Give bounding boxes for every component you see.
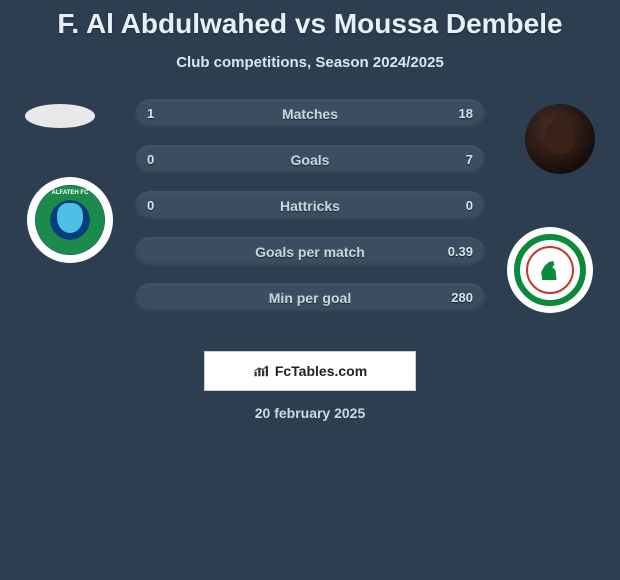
stat-label: Matches — [282, 106, 338, 122]
stat-label: Hattricks — [280, 198, 340, 214]
stat-row: Goals per match 0.39 — [135, 237, 485, 267]
club-left-label: ALFATEH FC — [52, 190, 89, 196]
stat-right-value: 18 — [459, 99, 473, 129]
stat-label: Min per goal — [269, 290, 351, 306]
stat-left-value: 0 — [147, 191, 154, 221]
player-right-avatar — [525, 104, 595, 174]
club-right-badge — [507, 227, 593, 313]
brand-box[interactable]: FcTables.com — [204, 351, 416, 391]
brand-label: FcTables.com — [275, 363, 367, 379]
page-title: F. Al Abdulwahed vs Moussa Dembele — [0, 0, 620, 40]
club-left-badge: ALFATEH FC — [27, 177, 113, 263]
stat-row: 1 Matches 18 — [135, 99, 485, 129]
stat-label: Goals per match — [255, 244, 365, 260]
stat-left-value: 0 — [147, 145, 154, 175]
stat-row: 0 Hattricks 0 — [135, 191, 485, 221]
stat-right-value: 0.39 — [448, 237, 473, 267]
stat-row: 0 Goals 7 — [135, 145, 485, 175]
stat-row: Min per goal 280 — [135, 283, 485, 313]
stat-right-value: 0 — [466, 191, 473, 221]
stat-label: Goals — [291, 152, 330, 168]
chart-icon — [253, 364, 271, 378]
stat-right-value: 7 — [466, 145, 473, 175]
comparison-panel: ALFATEH FC 1 Matches 18 0 Goals 7 0 Hatt… — [0, 99, 620, 349]
stat-right-value: 280 — [451, 283, 473, 313]
date-label: 20 february 2025 — [0, 405, 620, 421]
horse-icon — [539, 260, 561, 280]
player-left-avatar — [25, 104, 95, 128]
stat-bars: 1 Matches 18 0 Goals 7 0 Hattricks 0 Goa… — [135, 99, 485, 329]
subtitle: Club competitions, Season 2024/2025 — [0, 54, 620, 71]
stat-left-value: 1 — [147, 99, 154, 129]
